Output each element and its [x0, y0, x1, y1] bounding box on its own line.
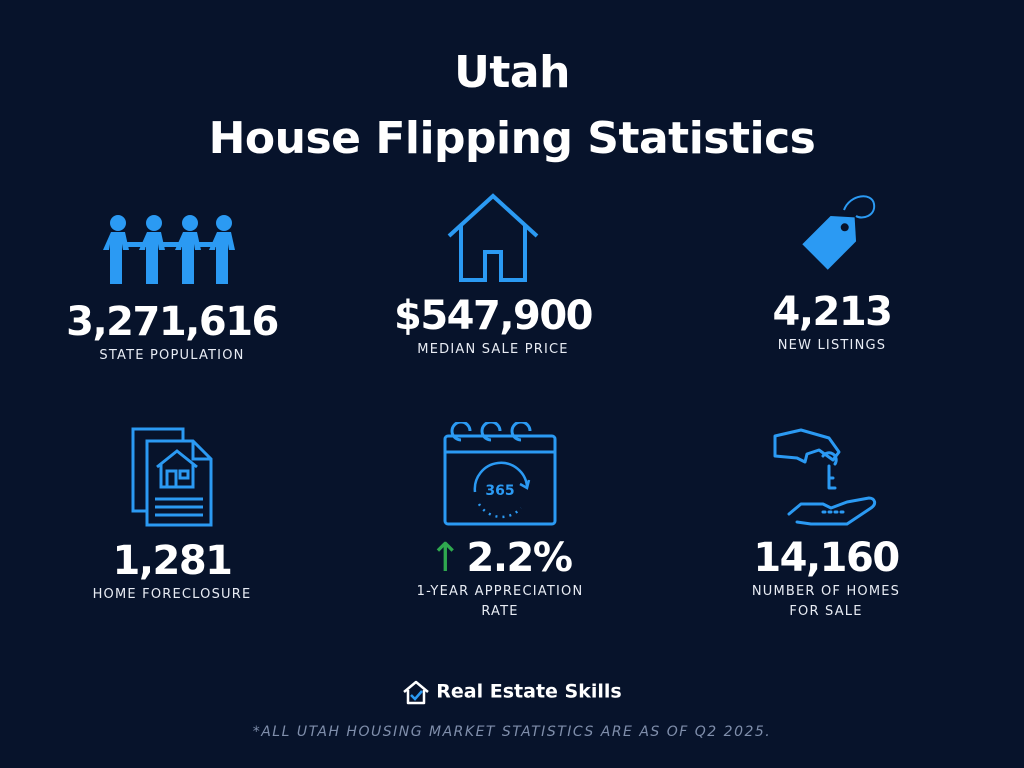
stat-value: 14,160: [753, 535, 900, 581]
stat-appreciation-rate: 365 ↑ 2.2% 1-YEAR APPRECIATION RATE: [350, 422, 650, 622]
stat-value: 1,281: [112, 538, 233, 584]
hand-key-icon: [773, 428, 877, 526]
stat-value: ↑ 2.2%: [428, 535, 573, 581]
stat-new-listings: 4,213 NEW LISTINGS: [682, 190, 982, 356]
stat-label-line1: NUMBER OF HOMES: [751, 584, 901, 599]
brand-name: Real Estate Skills: [436, 680, 622, 703]
house-document-icon: [131, 427, 213, 527]
stat-label: STATE POPULATION: [99, 348, 245, 363]
stat-label-line1: 1-YEAR APPRECIATION: [416, 584, 584, 599]
stat-homes-for-sale: 14,160 NUMBER OF HOMES FOR SALE: [676, 426, 976, 622]
price-tag-icon: [802, 195, 876, 270]
stat-state-population: 3,271,616 STATE POPULATION: [22, 212, 322, 366]
brand-logo: Real Estate Skills: [0, 676, 1024, 707]
page-title-line1: Utah: [454, 47, 570, 98]
house-check-icon: [403, 680, 430, 704]
stat-value: $547,900: [393, 293, 594, 339]
page-title-line2: House Flipping Statistics: [208, 113, 816, 164]
stat-median-sale-price: $547,900 MEDIAN SALE PRICE: [343, 190, 643, 360]
stat-label: HOME FORECLOSURE: [92, 587, 252, 602]
stat-value: 4,213: [772, 289, 893, 335]
stat-label-line2: FOR SALE: [789, 604, 863, 619]
people-chain-icon: [103, 215, 235, 284]
calendar-365-icon: 365: [443, 422, 557, 526]
footnote: *ALL UTAH HOUSING MARKET STATISTICS ARE …: [252, 724, 772, 740]
stat-value: 3,271,616: [66, 299, 279, 345]
stat-home-foreclosure: 1,281 HOME FORECLOSURE: [22, 425, 322, 605]
stat-label: NEW LISTINGS: [777, 338, 887, 353]
stat-label: MEDIAN SALE PRICE: [417, 342, 569, 357]
stat-label-line2: RATE: [481, 604, 519, 619]
house-outline-icon: [447, 193, 539, 282]
svg-text:365: 365: [485, 483, 514, 499]
trend-up-arrow-icon: ↑: [428, 535, 463, 581]
